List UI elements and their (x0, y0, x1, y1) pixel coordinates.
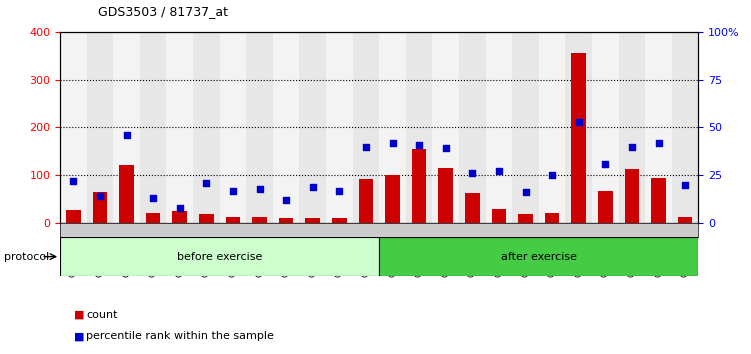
Point (227, 188, 239, 193)
Bar (385, 175, 400, 223)
Bar (146, 213, 161, 223)
Bar (566, 32, 592, 223)
Point (147, 195, 159, 201)
Bar (92, 192, 107, 223)
Point (360, 144, 372, 149)
Text: percentile rank within the sample: percentile rank within the sample (86, 331, 274, 341)
Bar (140, 32, 167, 223)
Bar (60, 237, 379, 276)
Bar (412, 149, 427, 223)
Bar (167, 32, 193, 223)
Point (68, 178, 80, 184)
Bar (306, 218, 320, 223)
Bar (173, 211, 187, 223)
Bar (199, 215, 214, 223)
Bar (486, 32, 512, 223)
Bar (193, 32, 219, 223)
Point (333, 188, 345, 193)
Bar (379, 32, 406, 223)
Text: GDS3503 / 81737_at: GDS3503 / 81737_at (98, 5, 228, 18)
Text: ■: ■ (74, 310, 84, 320)
Point (306, 184, 318, 189)
Bar (465, 193, 480, 223)
Bar (598, 190, 613, 223)
Point (573, 119, 585, 125)
Text: after exercise: after exercise (501, 252, 577, 262)
Point (653, 140, 665, 145)
Bar (273, 32, 300, 223)
Point (679, 182, 691, 188)
Bar (252, 217, 267, 223)
Bar (672, 32, 698, 223)
Bar (246, 32, 273, 223)
Bar (86, 32, 113, 223)
Point (546, 172, 558, 178)
Point (254, 186, 266, 192)
Point (599, 161, 611, 167)
Point (493, 169, 505, 174)
Bar (645, 32, 672, 223)
Point (413, 142, 425, 148)
Point (387, 140, 399, 145)
Point (280, 197, 292, 203)
Point (94, 193, 106, 199)
Bar (326, 32, 353, 223)
Bar (379, 237, 698, 276)
Bar (225, 217, 240, 223)
Bar (544, 213, 559, 223)
Bar (651, 178, 666, 223)
Point (520, 190, 532, 195)
Bar (592, 32, 619, 223)
Point (121, 132, 133, 138)
Bar (66, 210, 80, 223)
Bar (433, 32, 459, 223)
Bar (60, 32, 86, 223)
Bar (619, 32, 645, 223)
Bar (279, 218, 294, 223)
Bar (220, 32, 246, 223)
Bar (572, 53, 586, 223)
Point (626, 144, 638, 149)
Bar (512, 32, 539, 223)
Text: before exercise: before exercise (177, 252, 262, 262)
Point (466, 171, 478, 176)
Text: count: count (86, 310, 118, 320)
Bar (625, 170, 639, 223)
Point (173, 205, 185, 211)
Bar (539, 32, 566, 223)
Bar (353, 32, 379, 223)
Bar (492, 209, 506, 223)
Bar (678, 217, 692, 223)
Bar (300, 32, 326, 223)
Point (201, 180, 213, 186)
Point (440, 145, 452, 151)
Bar (119, 165, 134, 223)
Bar (113, 32, 140, 223)
Bar (359, 179, 373, 223)
Text: ■: ■ (74, 331, 84, 341)
Bar (406, 32, 433, 223)
Text: protocol: protocol (4, 252, 49, 262)
Bar (332, 218, 347, 223)
Bar (459, 32, 486, 223)
Bar (439, 168, 453, 223)
Bar (518, 215, 533, 223)
